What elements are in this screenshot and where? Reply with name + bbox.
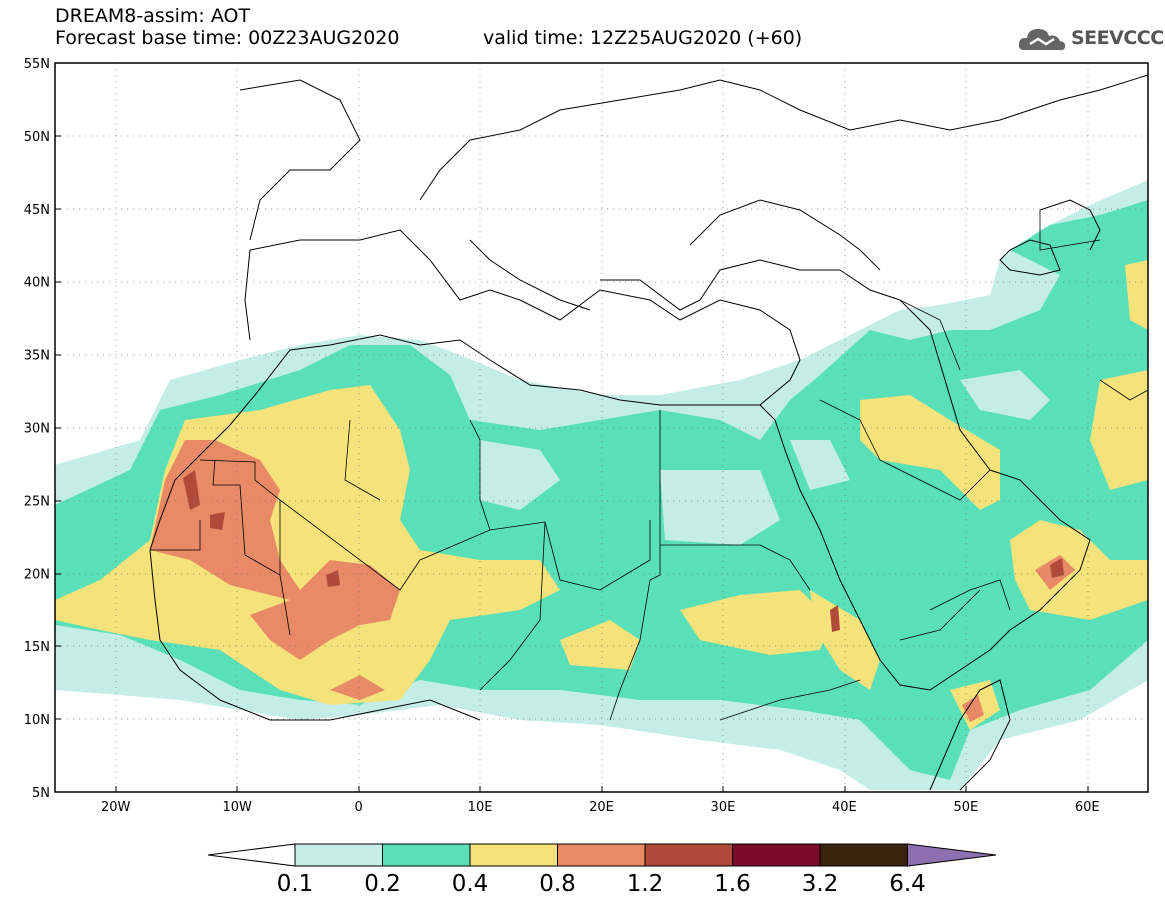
aot-level-1-2 [183,470,200,510]
gridlines [55,63,1148,792]
colorbar-box [469,843,558,867]
aot-level-0-8 [150,440,400,660]
lon-label: 30E [711,800,736,815]
forecast-base-time: Forecast base time: 00Z23AUG2020 [55,27,400,49]
aot-dark-5 [1050,558,1064,578]
lat-label: 35N [24,349,50,364]
lon-label: 10E [468,800,493,815]
colorbar-label: 0.4 [452,871,489,897]
lat-label: 40N [24,276,50,291]
colorbar-label: 0.1 [277,871,314,897]
lon-label: 40E [832,800,857,815]
colorbar [207,843,997,867]
cloud-icon [1018,29,1066,51]
colorbar-box [644,843,733,867]
colorbar-box [294,843,383,867]
colorbar-label: 3.2 [802,871,839,897]
colorbar-labels: 0.1 0.2 0.4 0.8 1.2 1.6 3.2 6.4 [277,871,926,897]
aot-orange-somalia [962,695,984,722]
lat-label: 45N [24,203,50,218]
lat-label: 15N [24,640,50,655]
aot-yellow-caspian [1125,260,1148,330]
lat-label: 30N [24,422,50,437]
lon-labels: 20W 10W 0 10E 20E 30E 40E 50E 60E [101,800,1100,815]
colorbar-max-triangle [907,843,997,867]
aot-hole-4 [960,370,1050,420]
map-title: DREAM8-assim: AOT [55,5,251,27]
colorbar-label: 1.6 [714,871,751,897]
aot-hole-1 [480,440,560,510]
lon-label: 50E [953,800,978,815]
lon-label: 20E [589,800,614,815]
colorbar-box [382,843,471,867]
valid-time: valid time: 12Z25AUG2020 (+60) [483,27,803,49]
lat-label: 50N [24,130,50,145]
lat-ticks [55,62,61,793]
aot-orange-sahel [330,675,385,700]
aot-dark-3 [326,570,340,587]
aot-yellow-arabia [860,395,1000,510]
aot-yellow-east-africa [680,590,830,655]
lat-labels: 55N 50N 45N 40N 35N 30N 25N 20N 15N 10N 5N [24,57,50,801]
aot-hole-3 [790,440,850,490]
logo-text: SEEVCCC [1071,27,1164,49]
aot-yellow-iran [1090,370,1148,490]
lon-label: 0 [354,800,362,815]
aot-dark-2 [210,512,225,530]
colorbar-box [732,843,821,867]
aot-yellow-oman [1010,520,1148,620]
colorbar-box [557,843,646,867]
aot-contour-fill [55,180,1148,790]
political-borders [150,210,1148,721]
colorbar-label: 0.8 [539,871,576,897]
seevccc-logo: SEEVCCC [1016,22,1164,56]
colorbar-box [819,843,908,867]
lon-label: 60E [1075,800,1100,815]
lat-label: 55N [24,57,50,72]
colorbar-label: 1.2 [627,871,664,897]
aot-yellow-sudan [560,620,640,670]
lon-label: 20W [101,800,131,815]
colorbar-label: 6.4 [889,871,926,897]
lat-label: 20N [24,567,50,582]
aot-hole-2 [660,470,780,545]
aot-dark-4 [830,605,840,632]
colorbar-label: 0.2 [364,871,401,897]
lat-label: 10N [24,713,50,728]
colorbar-min-triangle [207,843,296,867]
coastlines [149,74,1148,791]
lat-label: 5N [32,786,50,801]
lon-label: 10W [222,800,252,815]
lon-ticks [115,786,1089,792]
lat-label: 25N [24,494,50,509]
